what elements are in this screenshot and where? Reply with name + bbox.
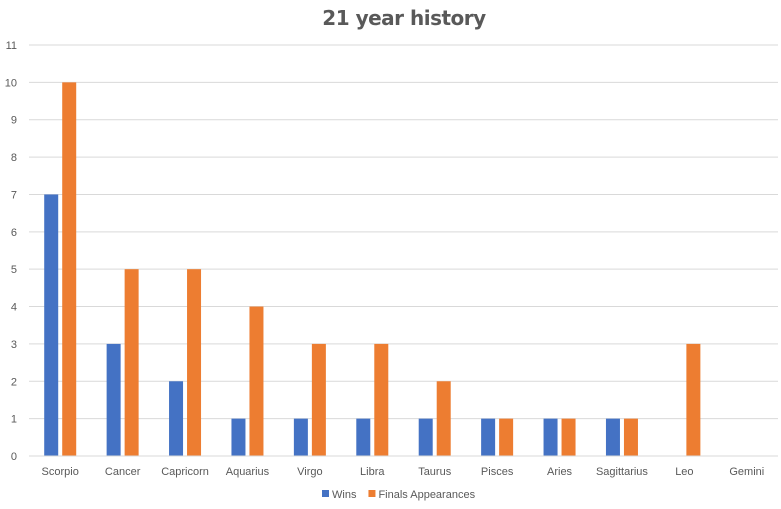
- bar-wins-aries: [543, 418, 558, 456]
- bar-finals-appearances-scorpio: [62, 82, 77, 456]
- x-category-label: Cancer: [105, 466, 141, 478]
- y-tick-label: 4: [11, 302, 17, 314]
- bars: [44, 82, 701, 457]
- gridlines: [29, 44, 778, 420]
- bar-wins-capricorn: [169, 381, 184, 456]
- y-tick-label: 7: [11, 189, 17, 201]
- bar-finals-appearances-cancer: [124, 269, 139, 456]
- bar-finals-appearances-pisces: [499, 418, 514, 456]
- y-tick-label: 11: [6, 40, 17, 52]
- x-category-label: Capricorn: [161, 466, 209, 478]
- legend-swatch-wins: [322, 490, 329, 497]
- x-category-label: Taurus: [418, 466, 452, 478]
- bar-wins-libra: [356, 418, 371, 456]
- bar-wins-sagittarius: [605, 418, 620, 456]
- bar-wins-scorpio: [44, 194, 59, 457]
- chart-title: 21 year history: [322, 6, 486, 30]
- y-tick-label: 3: [11, 339, 17, 351]
- bar-wins-taurus: [418, 418, 433, 456]
- bar-wins-aquarius: [231, 418, 246, 456]
- legend-swatch-finals-appearances: [368, 490, 376, 497]
- bar-finals-appearances-aquarius: [249, 306, 264, 456]
- bar-finals-appearances-sagittarius: [623, 418, 638, 456]
- legend-label: Wins: [332, 489, 357, 501]
- x-category-label: Pisces: [481, 466, 514, 478]
- y-tick-label: 9: [11, 115, 17, 127]
- bar-finals-appearances-capricorn: [187, 269, 202, 456]
- x-category-label: Aquarius: [226, 466, 270, 478]
- x-category-label: Virgo: [297, 466, 322, 478]
- legend: Wins Finals Appearances: [322, 489, 476, 501]
- x-category-label: Gemini: [729, 466, 764, 478]
- bar-finals-appearances-taurus: [436, 381, 451, 456]
- bar-finals-appearances-aries: [561, 418, 576, 456]
- bar-finals-appearances-leo: [686, 343, 701, 456]
- x-axis-category-labels: Scorpio Cancer Capricorn Aquarius Virgo Libra…: [42, 466, 765, 478]
- x-category-label: Leo: [675, 466, 693, 478]
- y-tick-label: 8: [11, 152, 17, 164]
- x-category-label: Libra: [360, 466, 385, 478]
- bar-finals-appearances-virgo: [311, 343, 326, 456]
- legend-label: Finals Appearances: [378, 489, 475, 501]
- y-tick-label: 2: [11, 376, 17, 388]
- x-category-label: Sagittarius: [596, 466, 648, 478]
- bar-wins-pisces: [481, 418, 496, 456]
- y-axis-tick-labels: 0 1 2 3 4 5 6 7 8 9 10 11: [5, 40, 17, 463]
- bar-finals-appearances-libra: [374, 343, 389, 456]
- bar-wins-virgo: [293, 418, 308, 456]
- x-category-label: Aries: [547, 466, 573, 478]
- y-tick-label: 0: [11, 451, 17, 463]
- y-tick-label: 6: [11, 227, 17, 239]
- y-tick-label: 1: [11, 414, 17, 426]
- x-category-label: Scorpio: [42, 466, 79, 478]
- y-tick-label: 5: [11, 264, 17, 276]
- y-tick-label: 10: [5, 77, 17, 89]
- bar-wins-cancer: [106, 343, 121, 456]
